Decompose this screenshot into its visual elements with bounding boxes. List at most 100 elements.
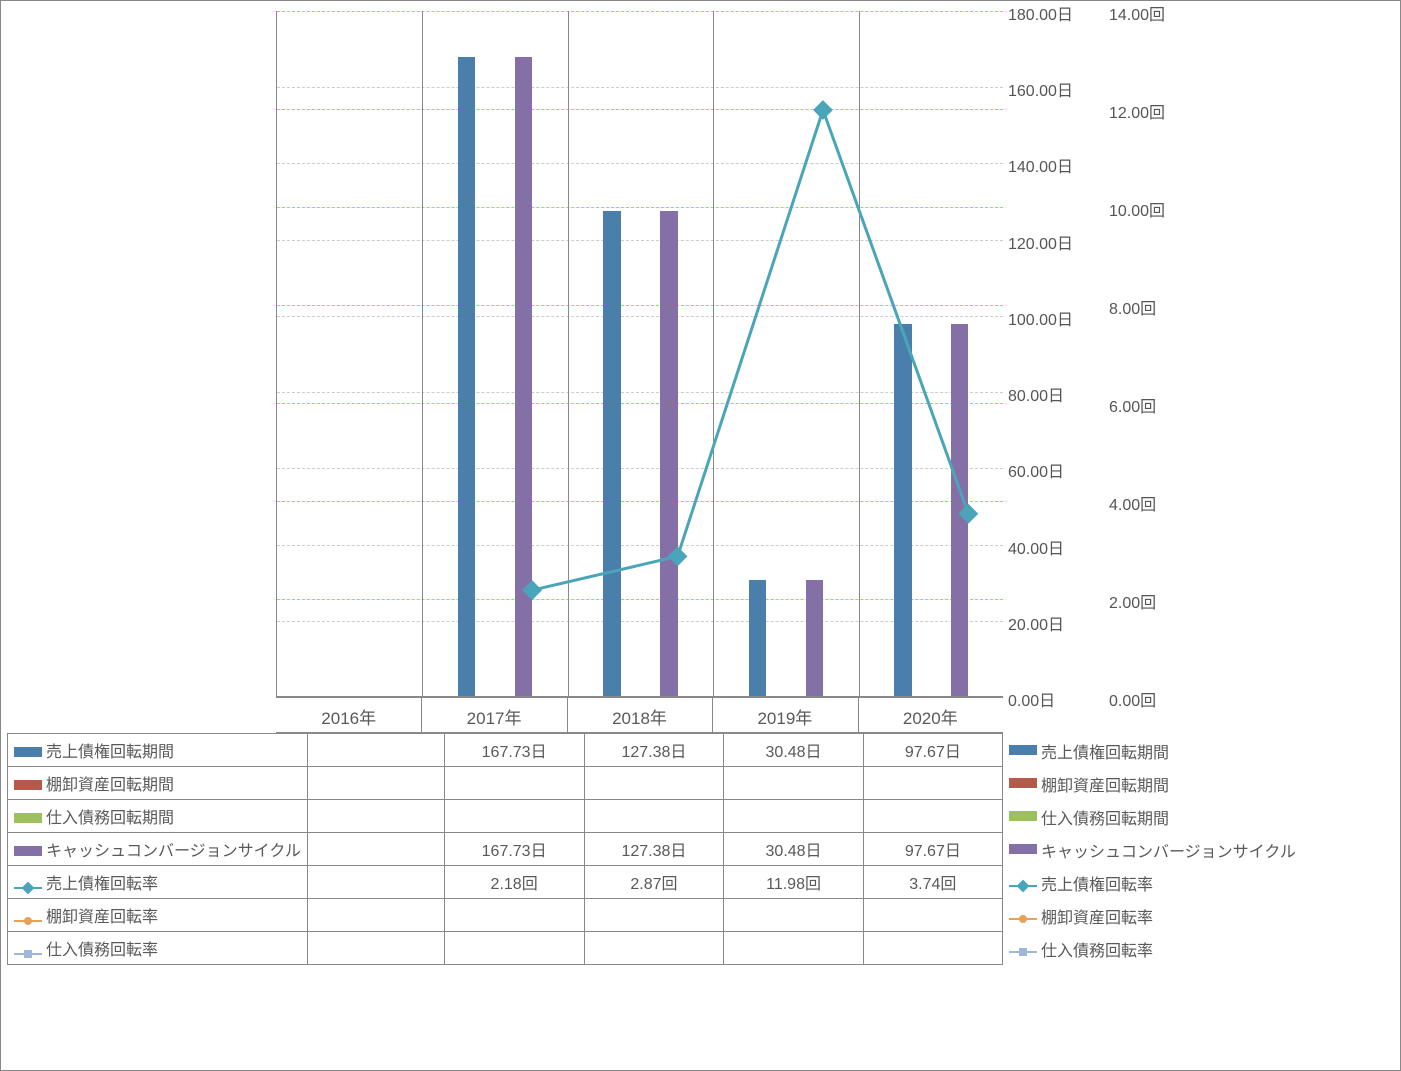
table-cell: 97.67日 — [863, 734, 1002, 767]
table-cell — [724, 767, 863, 800]
x-tick — [568, 11, 569, 696]
table-row: 仕入債務回転率 — [8, 932, 1003, 965]
legend-marker-uriage_ritsu — [1009, 874, 1041, 892]
legend-label: 仕入債務回転率 — [1041, 937, 1153, 961]
table-cell — [444, 899, 584, 932]
table-row: 売上債権回転率2.18回2.87回11.98回3.74回 — [8, 866, 1003, 899]
series-name: 棚卸資産回転率 — [46, 909, 158, 926]
y2-tick-label: 6.00回 — [1109, 393, 1156, 417]
table-row: 仕入債務回転期間 — [8, 800, 1003, 833]
x-tick — [567, 698, 568, 732]
legend-item-tanaoroshi_ritsu: 棚卸資産回転率 — [1009, 904, 1296, 928]
y2-tick-label: 4.00回 — [1109, 491, 1156, 515]
table-cell — [584, 767, 724, 800]
table-cell — [307, 833, 444, 866]
table-cell — [584, 899, 724, 932]
table-row: 棚卸資産回転率 — [8, 899, 1003, 932]
legend-marker-ccc — [14, 843, 46, 861]
legend-marker-shiire_kikan — [14, 810, 46, 828]
table-cell: 30.48日 — [724, 734, 863, 767]
x-tick — [422, 11, 423, 696]
table-row: 売上債権回転期間 167.73日127.38日30.48日97.67日 — [8, 734, 1003, 767]
legend-marker-uriage_kikan — [14, 744, 46, 762]
series-name: 売上債権回転期間 — [46, 744, 174, 761]
x-category-label: 2019年 — [712, 704, 857, 729]
legend-marker-ccc — [1009, 841, 1041, 859]
legend-marker-tanaoroshi_kikan — [14, 777, 46, 795]
table-cell — [307, 800, 444, 833]
y1-tick-label: 80.00日 — [1008, 382, 1064, 406]
table-cell — [863, 767, 1002, 800]
chart-container: 0.00日20.00日40.00日60.00日80.00日100.00日120.… — [0, 0, 1401, 1071]
plot-area — [276, 11, 1003, 697]
y2-tick-label: 12.00回 — [1109, 99, 1165, 123]
legend-marker-shiire_ritsu — [14, 942, 46, 960]
legend-marker-tanaoroshi_ritsu — [1009, 907, 1041, 925]
table-cell: 97.67日 — [863, 833, 1002, 866]
series-label-uriage_kikan: 売上債権回転期間 — [8, 734, 308, 767]
legend-label: 棚卸資産回転率 — [1041, 904, 1153, 928]
y1-tick-label: 100.00日 — [1008, 306, 1073, 330]
table-cell — [724, 800, 863, 833]
table-cell: 167.73日 — [444, 734, 584, 767]
table-cell — [307, 899, 444, 932]
legend-label: 売上債権回転率 — [1041, 871, 1153, 895]
x-tick — [859, 11, 860, 696]
legend-item-uriage_kikan: 売上債権回転期間 — [1009, 739, 1296, 763]
table-cell — [584, 800, 724, 833]
legend-marker-shiire_kikan — [1009, 808, 1041, 826]
y1-tick-label: 0.00日 — [1008, 687, 1055, 711]
legend-item-tanaoroshi_kikan: 棚卸資産回転期間 — [1009, 772, 1296, 796]
y2-gridline — [277, 305, 1003, 306]
legend-marker-tanaoroshi_kikan — [1009, 775, 1041, 793]
y1-gridline — [277, 163, 1003, 164]
legend-label: 仕入債務回転期間 — [1041, 805, 1169, 829]
y2-gridline — [277, 11, 1003, 12]
y2-tick-label: 8.00回 — [1109, 295, 1156, 319]
x-tick — [713, 11, 714, 696]
series-label-ccc: キャッシュコンバージョンサイクル — [8, 833, 308, 866]
y1-tick-label: 180.00日 — [1008, 1, 1073, 25]
legend-marker-tanaoroshi_ritsu — [14, 909, 46, 927]
table-row: キャッシュコンバージョンサイクル167.73日127.38日30.48日97.6… — [8, 833, 1003, 866]
legend-item-ccc: キャッシュコンバージョンサイクル — [1009, 838, 1296, 862]
x-category-label: 2017年 — [421, 704, 566, 729]
series-label-tanaoroshi_kikan: 棚卸資産回転期間 — [8, 767, 308, 800]
x-tick — [421, 698, 422, 732]
x-category-label: 2020年 — [858, 704, 1003, 729]
x-category-label: 2018年 — [567, 704, 712, 729]
table-cell: 11.98回 — [724, 866, 863, 899]
y1-tick-label: 60.00日 — [1008, 458, 1064, 482]
bar-uriage_kikan — [603, 211, 620, 696]
table-cell — [724, 932, 863, 965]
table-cell — [307, 866, 444, 899]
table-cell — [444, 767, 584, 800]
table-cell — [444, 800, 584, 833]
y2-gridline — [277, 207, 1003, 208]
legend-marker-shiire_ritsu — [1009, 940, 1041, 958]
table-cell — [863, 800, 1002, 833]
table-cell — [444, 932, 584, 965]
y2-gridline — [277, 109, 1003, 110]
bar-uriage_kikan — [458, 57, 475, 696]
y1-tick-label: 120.00日 — [1008, 230, 1073, 254]
legend-marker-uriage_kikan — [1009, 742, 1041, 760]
bar-ccc — [806, 580, 823, 696]
legend-label: 棚卸資産回転期間 — [1041, 772, 1169, 796]
y1-gridline — [277, 240, 1003, 241]
series-name: 仕入債務回転期間 — [46, 810, 174, 827]
bar-uriage_kikan — [894, 324, 911, 696]
series-name: 棚卸資産回転期間 — [46, 777, 174, 794]
table-cell: 127.38日 — [584, 734, 724, 767]
table-cell: 167.73日 — [444, 833, 584, 866]
table-cell: 2.18回 — [444, 866, 584, 899]
series-label-shiire_kikan: 仕入債務回転期間 — [8, 800, 308, 833]
legend-label: キャッシュコンバージョンサイクル — [1041, 838, 1296, 862]
bar-uriage_kikan — [749, 580, 766, 696]
table-cell — [307, 767, 444, 800]
bar-ccc — [515, 57, 532, 696]
x-axis-labels: 2016年2017年2018年2019年2020年 — [276, 697, 1003, 733]
y1-tick-label: 40.00日 — [1008, 535, 1064, 559]
data-table: 売上債権回転期間167.73日127.38日30.48日97.67日棚卸資産回転… — [7, 733, 1003, 965]
table-cell: 3.74回 — [863, 866, 1002, 899]
